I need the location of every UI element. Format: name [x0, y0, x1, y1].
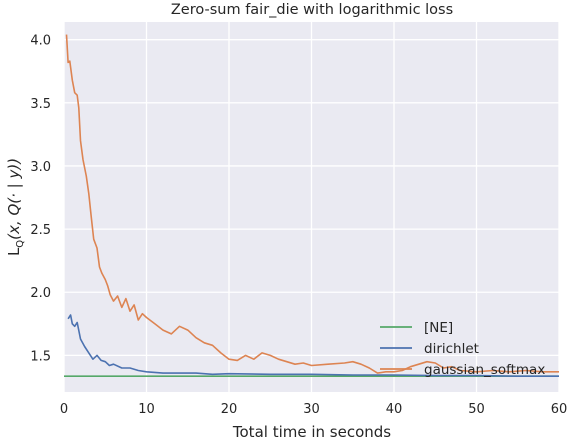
x-tick-label: 0 — [60, 402, 68, 417]
x-tick-labels: 0 10 20 30 40 50 60 — [60, 402, 567, 417]
y-axis-label: LQ(x, Q(· | y)) — [5, 158, 26, 256]
y-label-symbol: L — [5, 247, 23, 256]
x-tick-label: 40 — [386, 402, 403, 417]
x-tick-label: 30 — [303, 402, 320, 417]
legend-label: [NE] — [424, 320, 453, 336]
x-axis-label: Total time in seconds — [232, 423, 391, 441]
series-line-gaussian-softmax — [65, 34, 559, 374]
y-tick-label: 2.5 — [30, 223, 51, 238]
series-line-dirichlet — [67, 314, 559, 378]
y-label-argument: (x, Q(· | y)) — [5, 158, 23, 240]
legend-label: gaussian_softmax — [424, 362, 545, 378]
legend-label: dirichlet — [424, 341, 479, 357]
series-lines — [64, 34, 559, 378]
x-tick-label: 50 — [468, 402, 485, 417]
y-tick-label: 3.0 — [30, 160, 51, 175]
y-tick-label: 2.0 — [30, 286, 51, 301]
legend: [NE] dirichlet gaussian_softmax — [380, 320, 545, 378]
x-tick-label: 20 — [221, 402, 238, 417]
y-tick-label: 4.0 — [30, 34, 51, 49]
y-label-subscript: Q — [15, 240, 26, 248]
x-tick-label: 60 — [551, 402, 568, 417]
y-tick-labels: 1.5 2.0 2.5 3.0 3.5 4.0 — [30, 34, 51, 365]
x-tick-label: 10 — [138, 402, 155, 417]
y-tick-label: 3.5 — [30, 97, 51, 112]
chart-title: Zero-sum fair_die with logarithmic loss — [171, 2, 453, 18]
grid — [63, 22, 560, 392]
y-tick-label: 1.5 — [30, 349, 51, 364]
